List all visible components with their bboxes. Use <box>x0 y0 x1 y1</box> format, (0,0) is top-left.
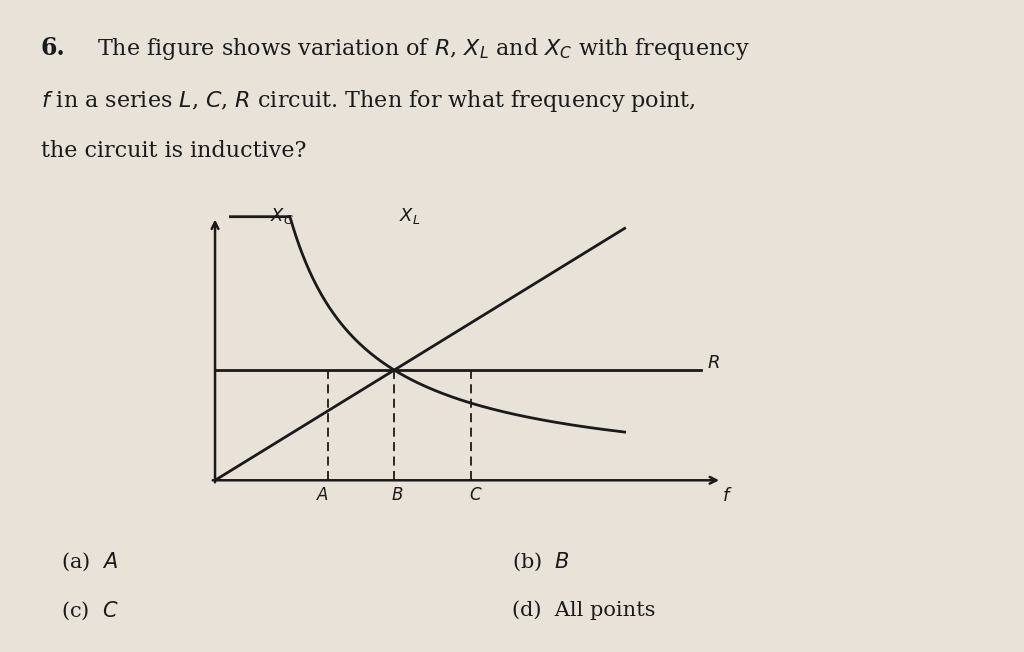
Text: The figure shows variation of $R$, $X_L$ and $X_C$ with frequency: The figure shows variation of $R$, $X_L$… <box>97 36 751 62</box>
Text: (d)  All points: (d) All points <box>512 600 655 619</box>
Text: (a)  $A$: (a) $A$ <box>61 551 119 573</box>
Text: $R$: $R$ <box>707 354 719 372</box>
Text: the circuit is inductive?: the circuit is inductive? <box>41 140 306 162</box>
Text: (c)  $C$: (c) $C$ <box>61 600 119 622</box>
Text: $f$: $f$ <box>722 488 732 505</box>
Text: (b)  $B$: (b) $B$ <box>512 551 570 573</box>
Text: 6.: 6. <box>41 36 66 60</box>
Text: $X_C$: $X_C$ <box>269 206 294 226</box>
Text: $X_L$: $X_L$ <box>399 206 420 226</box>
Text: $B$: $B$ <box>390 488 403 505</box>
Text: $f$ in a series $L$, $C$, $R$ circuit. Then for what frequency point,: $f$ in a series $L$, $C$, $R$ circuit. T… <box>41 88 695 114</box>
Text: $A$: $A$ <box>316 488 329 505</box>
Text: $C$: $C$ <box>469 488 483 505</box>
